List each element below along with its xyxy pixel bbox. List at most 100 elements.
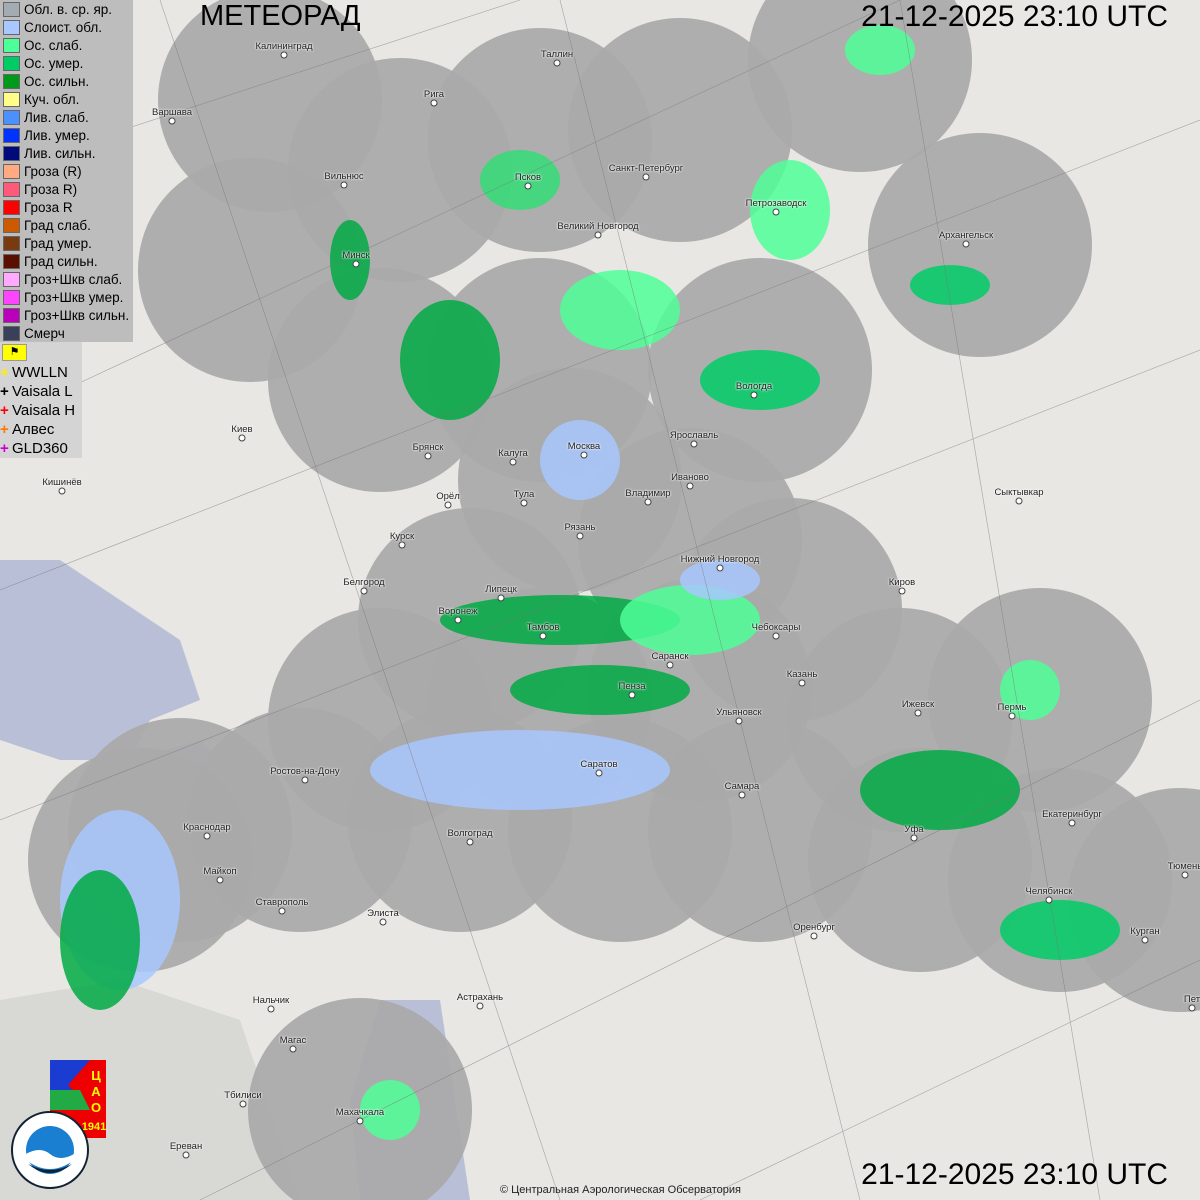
city-marker (1068, 819, 1076, 827)
precipitation-area (60, 870, 140, 1010)
svg-text:О: О (91, 1100, 101, 1115)
city-label: Астрахань (456, 992, 504, 1003)
legend-swatch (3, 235, 20, 251)
city-label: Ереван (169, 1141, 203, 1152)
city-label: Магас (279, 1035, 307, 1046)
city-label: Тюмень (1167, 861, 1200, 872)
city-marker (539, 632, 547, 640)
city-label: Вологда (735, 381, 773, 392)
legend-label: Смерч (24, 325, 65, 341)
city-marker (595, 769, 603, 777)
city-label: Элиста (367, 908, 399, 919)
legend-item: Гроза R (0, 198, 133, 216)
legend-label: Лив. умер. (24, 127, 90, 143)
legend-item: Ос. сильн. (0, 72, 133, 90)
legend-item: Слоист. обл. (0, 18, 133, 36)
city-marker (750, 391, 758, 399)
city-label: Великий Новгород (557, 221, 639, 232)
city-label: Тбилиси (224, 1090, 262, 1101)
legend-label: Ос. слаб. (24, 37, 83, 53)
city-label: Ульяновск (716, 707, 762, 718)
svg-text:А: А (91, 1084, 101, 1099)
city-marker (289, 1045, 297, 1053)
city-marker (738, 791, 746, 799)
city-marker (1141, 936, 1149, 944)
city-marker (301, 776, 309, 784)
lightning-source[interactable]: + Vaisala H (0, 401, 82, 420)
precipitation-area (400, 300, 500, 420)
city-marker (642, 173, 650, 181)
legend-item: Ос. слаб. (0, 36, 133, 54)
city-label: Екатеринбург (1042, 809, 1102, 820)
city-marker (576, 532, 584, 540)
legend-swatch (3, 289, 20, 305)
city-marker (238, 434, 246, 442)
city-label: Белгород (343, 577, 385, 588)
city-marker (772, 208, 780, 216)
city-label: Казань (786, 669, 818, 680)
city-label: Самара (724, 781, 760, 792)
city-marker (267, 1005, 275, 1013)
city-marker (168, 117, 176, 125)
lightning-label: Vaisala L (12, 383, 73, 400)
legend-item: Град сильн. (0, 252, 133, 270)
lightning-toggle-button[interactable]: ⚑ (2, 344, 27, 361)
city-marker (203, 832, 211, 840)
city-label: Саратов (580, 759, 618, 770)
lightning-label: Vaisala H (12, 402, 76, 419)
precipitation-area (750, 160, 830, 260)
city-label: Нальчик (252, 995, 290, 1006)
legend-swatch (3, 1, 20, 17)
lightning-source[interactable]: + Vaisala L (0, 382, 82, 401)
legend-swatch (3, 37, 20, 53)
precipitation-area (620, 585, 760, 655)
city-label: Рига (423, 89, 445, 100)
city-marker (239, 1100, 247, 1108)
city-label: Рязань (564, 522, 596, 533)
city-marker (360, 587, 368, 595)
city-marker (58, 487, 66, 495)
precipitation-area (480, 150, 560, 210)
cross-icon: + (0, 421, 9, 438)
city-marker (690, 440, 698, 448)
lightning-label: WWLLN (12, 364, 68, 381)
legend-label: Ос. умер. (24, 55, 84, 71)
city-marker (466, 838, 474, 846)
legend-label: Ос. сильн. (24, 73, 90, 89)
legend-label: Куч. обл. (24, 91, 80, 107)
city-marker (772, 632, 780, 640)
radar-circle (868, 133, 1092, 357)
city-marker (398, 541, 406, 549)
legend-item: Град умер. (0, 234, 133, 252)
city-label: Ростов-на-Дону (270, 766, 340, 777)
radar-circle (248, 998, 472, 1200)
legend-label: Гроза (R) (24, 163, 82, 179)
city-marker (497, 594, 505, 602)
svg-text:1941: 1941 (82, 1121, 106, 1133)
precipitation-area (510, 665, 690, 715)
city-label: Калуга (498, 448, 528, 459)
city-marker (379, 918, 387, 926)
legend-item: Лив. умер. (0, 126, 133, 144)
city-label: Волгоград (447, 828, 493, 839)
city-marker (628, 691, 636, 699)
city-marker (509, 458, 517, 466)
lightning-source[interactable]: + GLD360 (0, 439, 82, 458)
cao-logo: Ц А О 1941 (50, 1060, 106, 1138)
city-marker (810, 932, 818, 940)
lightning-source[interactable]: + WWLLN (0, 363, 82, 382)
precipitation-area (1000, 900, 1120, 960)
lightning-source[interactable]: + Алвес (0, 420, 82, 439)
legend-swatch (3, 307, 20, 323)
legend-swatch (3, 127, 20, 143)
legend-swatch (3, 109, 20, 125)
radar-circle (1068, 788, 1200, 1012)
precipitation-area (845, 25, 915, 75)
legend-item: Гроз+Шкв сильн. (0, 306, 133, 324)
city-marker (476, 1002, 484, 1010)
precipitation-area (910, 265, 990, 305)
city-label: Махачкала (335, 1107, 385, 1118)
legend-item: Ос. умер. (0, 54, 133, 72)
